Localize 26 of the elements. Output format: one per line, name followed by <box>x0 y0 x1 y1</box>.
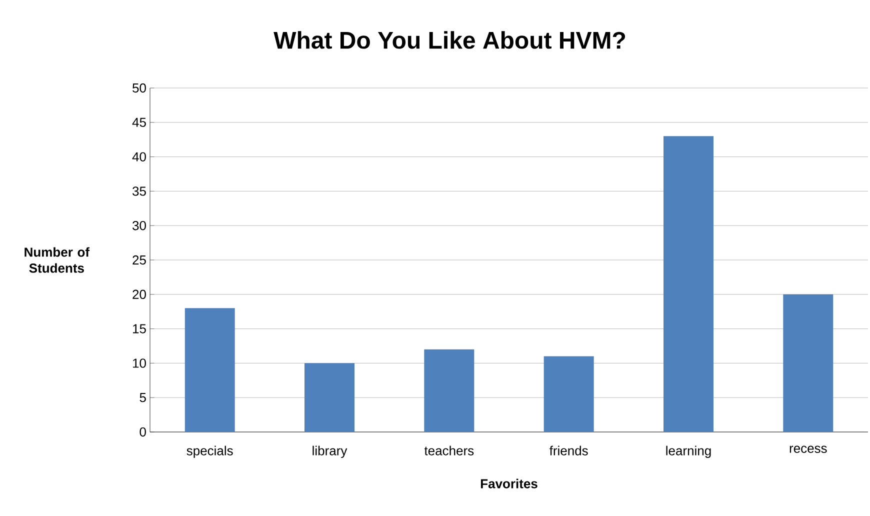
y-tick-label: 0 <box>140 427 146 437</box>
y-tick-label: 45 <box>132 118 146 127</box>
y-tick-label: 5 <box>140 393 146 402</box>
bar <box>304 363 354 432</box>
x-tick-label: learning <box>666 446 711 458</box>
bar <box>663 136 714 432</box>
x-tick-label: teachers <box>424 446 474 456</box>
y-axis-title: Number of Students <box>24 247 90 273</box>
y-tick-label: 25 <box>132 255 146 265</box>
bar <box>424 349 474 432</box>
x-tick-label: friends <box>550 446 588 456</box>
y-tick-label: 35 <box>132 186 146 196</box>
x-axis-title: Favorites <box>480 478 538 488</box>
bar <box>783 294 834 432</box>
y-tick-label: 15 <box>133 324 146 334</box>
x-tick-label: recess <box>790 446 827 453</box>
y-tick-label: 30 <box>132 220 146 230</box>
y-tick-label: 10 <box>133 358 146 368</box>
x-tick-label: library <box>312 446 348 458</box>
y-tick-label: 50 <box>132 83 146 93</box>
bar <box>184 308 235 432</box>
x-tick-label: specials <box>186 446 233 458</box>
y-tick-label: 20 <box>132 290 146 299</box>
chart-title: What Do You Like About HVM? <box>274 31 626 49</box>
y-tick-label: 40 <box>132 152 146 162</box>
bar <box>544 356 594 432</box>
